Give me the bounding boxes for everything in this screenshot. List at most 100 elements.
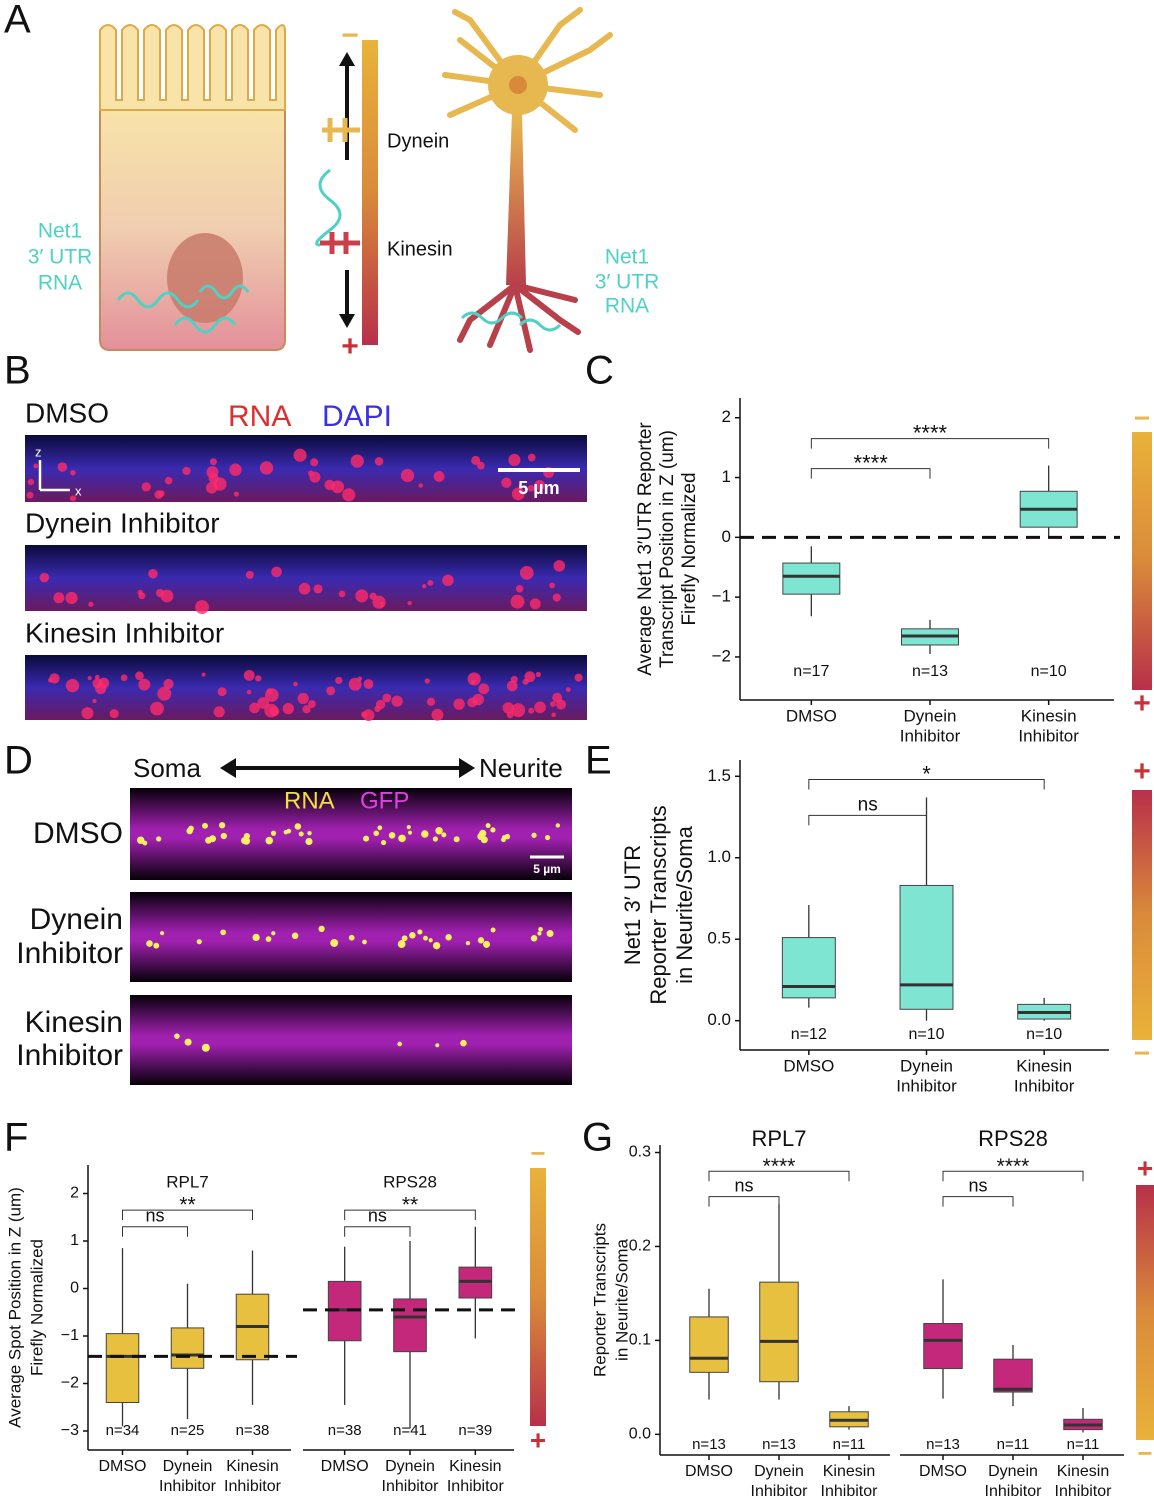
spot: [146, 940, 153, 947]
spot: [271, 931, 276, 936]
spot: [155, 588, 165, 598]
spot: [534, 701, 546, 714]
significance-bracket: [708, 1196, 780, 1207]
spot: [307, 831, 312, 836]
spot: [472, 693, 484, 706]
panel-label: A: [4, 0, 31, 42]
facet-title: RPS28: [978, 1126, 1048, 1151]
stain-label: DAPI: [322, 400, 392, 433]
spot: [506, 711, 514, 719]
micrograph: [130, 995, 572, 1085]
spot: [148, 568, 158, 579]
spot: [293, 448, 307, 462]
spot: [400, 939, 405, 944]
y-tick-label: 0.0: [629, 1426, 651, 1443]
significance-label: ****: [913, 420, 948, 445]
spot: [255, 675, 262, 682]
y-tick-label: 1: [70, 1232, 79, 1249]
significance-bracket: [708, 1170, 850, 1182]
spot: [453, 698, 465, 710]
scale-bar-label: 5 µm: [533, 862, 561, 876]
spot: [331, 480, 345, 494]
condition-label: Dynein Inhibitor: [25, 507, 220, 538]
panel-label: B: [4, 349, 31, 393]
y-tick-label: 0.3: [629, 1144, 651, 1161]
spot: [338, 590, 346, 598]
neurite-label: Neurite: [479, 753, 563, 783]
n-label: n=10: [908, 1026, 944, 1043]
x-tick-label: DMSO: [786, 706, 837, 725]
x-tick-label: Inhibitor: [224, 1478, 282, 1495]
spot: [432, 836, 438, 842]
x-tick-label: Dynein: [754, 1463, 804, 1480]
significance-bracket: [344, 1226, 411, 1237]
spot: [510, 675, 518, 683]
neuron: [442, 7, 613, 353]
x-tick-label: Kinesin: [226, 1458, 278, 1475]
spot: [465, 940, 471, 946]
spot: [202, 822, 208, 829]
spot: [217, 687, 227, 697]
spot: [220, 929, 227, 936]
axis-icon-label: x: [75, 483, 82, 498]
spot: [550, 701, 556, 707]
spot: [65, 678, 80, 693]
condition-label: DMSO: [25, 397, 109, 428]
spot: [445, 934, 452, 941]
spot: [206, 466, 219, 479]
spot: [506, 680, 518, 692]
rna-label: Net1: [605, 246, 649, 269]
plus-sign: +: [341, 330, 359, 363]
microtubule: [315, 40, 378, 345]
y-axis-title: Net1 3′ UTR: [620, 845, 645, 965]
spot: [156, 836, 162, 842]
x-tick-label: DMSO: [685, 1463, 733, 1480]
spot: [502, 702, 514, 714]
spot: [418, 483, 424, 488]
spot: [201, 672, 206, 677]
spot: [265, 836, 274, 845]
spot: [87, 676, 92, 681]
spot: [164, 476, 173, 485]
y-axis-title: Firefly Normalized: [679, 472, 700, 625]
spot: [220, 832, 228, 840]
spot: [398, 834, 406, 843]
spot: [441, 832, 447, 838]
y-axis-title: in Neurite/Soma: [612, 1239, 631, 1361]
significance-bracket: [808, 779, 1045, 790]
spot: [252, 933, 260, 942]
spot: [309, 471, 321, 483]
y-axis-title: Transcript Position in Z (um): [657, 430, 678, 668]
spot: [136, 836, 145, 844]
box: [393, 1298, 427, 1353]
spot: [482, 940, 491, 948]
spot: [515, 585, 524, 593]
spot: [195, 600, 210, 615]
spot: [163, 678, 174, 690]
n-label: n=10: [1031, 663, 1067, 680]
spot: [511, 487, 525, 501]
x-tick-label: Inhibitor: [447, 1478, 505, 1495]
box: [899, 884, 954, 1010]
spot: [549, 582, 555, 589]
spot: [27, 478, 35, 486]
spot: [259, 461, 274, 475]
minus-sign: −: [1134, 1037, 1150, 1068]
spot: [158, 490, 165, 497]
y-tick-label: −3: [61, 1422, 79, 1439]
spot: [330, 939, 339, 947]
spot: [357, 676, 363, 681]
spot: [196, 939, 202, 945]
n-label: n=25: [171, 1422, 205, 1439]
spot: [537, 931, 542, 936]
spot: [442, 574, 454, 587]
spot: [350, 454, 364, 468]
condition-label: Inhibitor: [16, 937, 123, 970]
spot: [511, 703, 526, 718]
x-tick-label: Inhibitor: [985, 1483, 1043, 1500]
spot: [294, 823, 302, 830]
spot: [348, 934, 355, 941]
x-tick-label: DMSO: [321, 1458, 369, 1475]
significance-bracket: [942, 1170, 1084, 1182]
spot: [391, 695, 403, 707]
